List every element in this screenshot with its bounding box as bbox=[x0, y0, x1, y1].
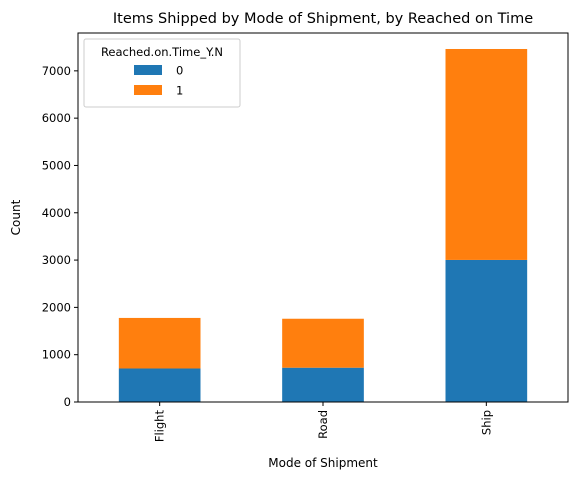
x-axis-ticks: Flight Road Ship bbox=[153, 402, 493, 443]
bar-flight-series-0 bbox=[118, 368, 201, 402]
bars bbox=[118, 48, 528, 402]
plot-area: 0 1000 2000 3000 4000 5000 6000 7000 Flight Road… bbox=[42, 32, 569, 443]
y-tick-label: 5000 bbox=[42, 158, 71, 172]
legend-label-0: 0 bbox=[176, 64, 183, 78]
bar-road-series-1 bbox=[282, 318, 364, 368]
x-tick-label-flight: Flight bbox=[153, 410, 167, 443]
y-tick-label: 1000 bbox=[42, 348, 71, 362]
y-axis-ticks: 0 1000 2000 3000 4000 5000 6000 7000 bbox=[42, 64, 78, 409]
bar-road-series-0 bbox=[282, 367, 364, 402]
x-tick-label-ship: Ship bbox=[479, 410, 493, 435]
x-axis-label: Mode of Shipment bbox=[268, 456, 378, 470]
x-tick-label-road: Road bbox=[316, 410, 330, 439]
y-tick-label: 6000 bbox=[42, 111, 71, 125]
legend-swatch-0 bbox=[134, 65, 162, 75]
y-axis-label: Count bbox=[9, 199, 23, 235]
plot-frame bbox=[77, 32, 569, 403]
legend: Reached.on.Time_Y.N 01 bbox=[83, 38, 241, 108]
bar-flight-series-1 bbox=[118, 317, 201, 369]
legend-label-1: 1 bbox=[176, 84, 183, 98]
bar-ship-series-1 bbox=[445, 48, 528, 260]
y-tick-label: 4000 bbox=[42, 206, 71, 220]
y-tick-label: 2000 bbox=[42, 300, 71, 314]
legend-swatch-1 bbox=[134, 85, 162, 95]
y-tick-label: 0 bbox=[64, 395, 71, 409]
y-tick-label: 7000 bbox=[42, 64, 71, 78]
legend-title: Reached.on.Time_Y.N bbox=[101, 45, 223, 59]
legend-entries: 01 bbox=[134, 64, 183, 98]
y-tick-label: 3000 bbox=[42, 253, 71, 267]
chart-title: Items Shipped by Mode of Shipment, by Re… bbox=[113, 11, 533, 27]
bar-ship-series-0 bbox=[445, 259, 528, 402]
